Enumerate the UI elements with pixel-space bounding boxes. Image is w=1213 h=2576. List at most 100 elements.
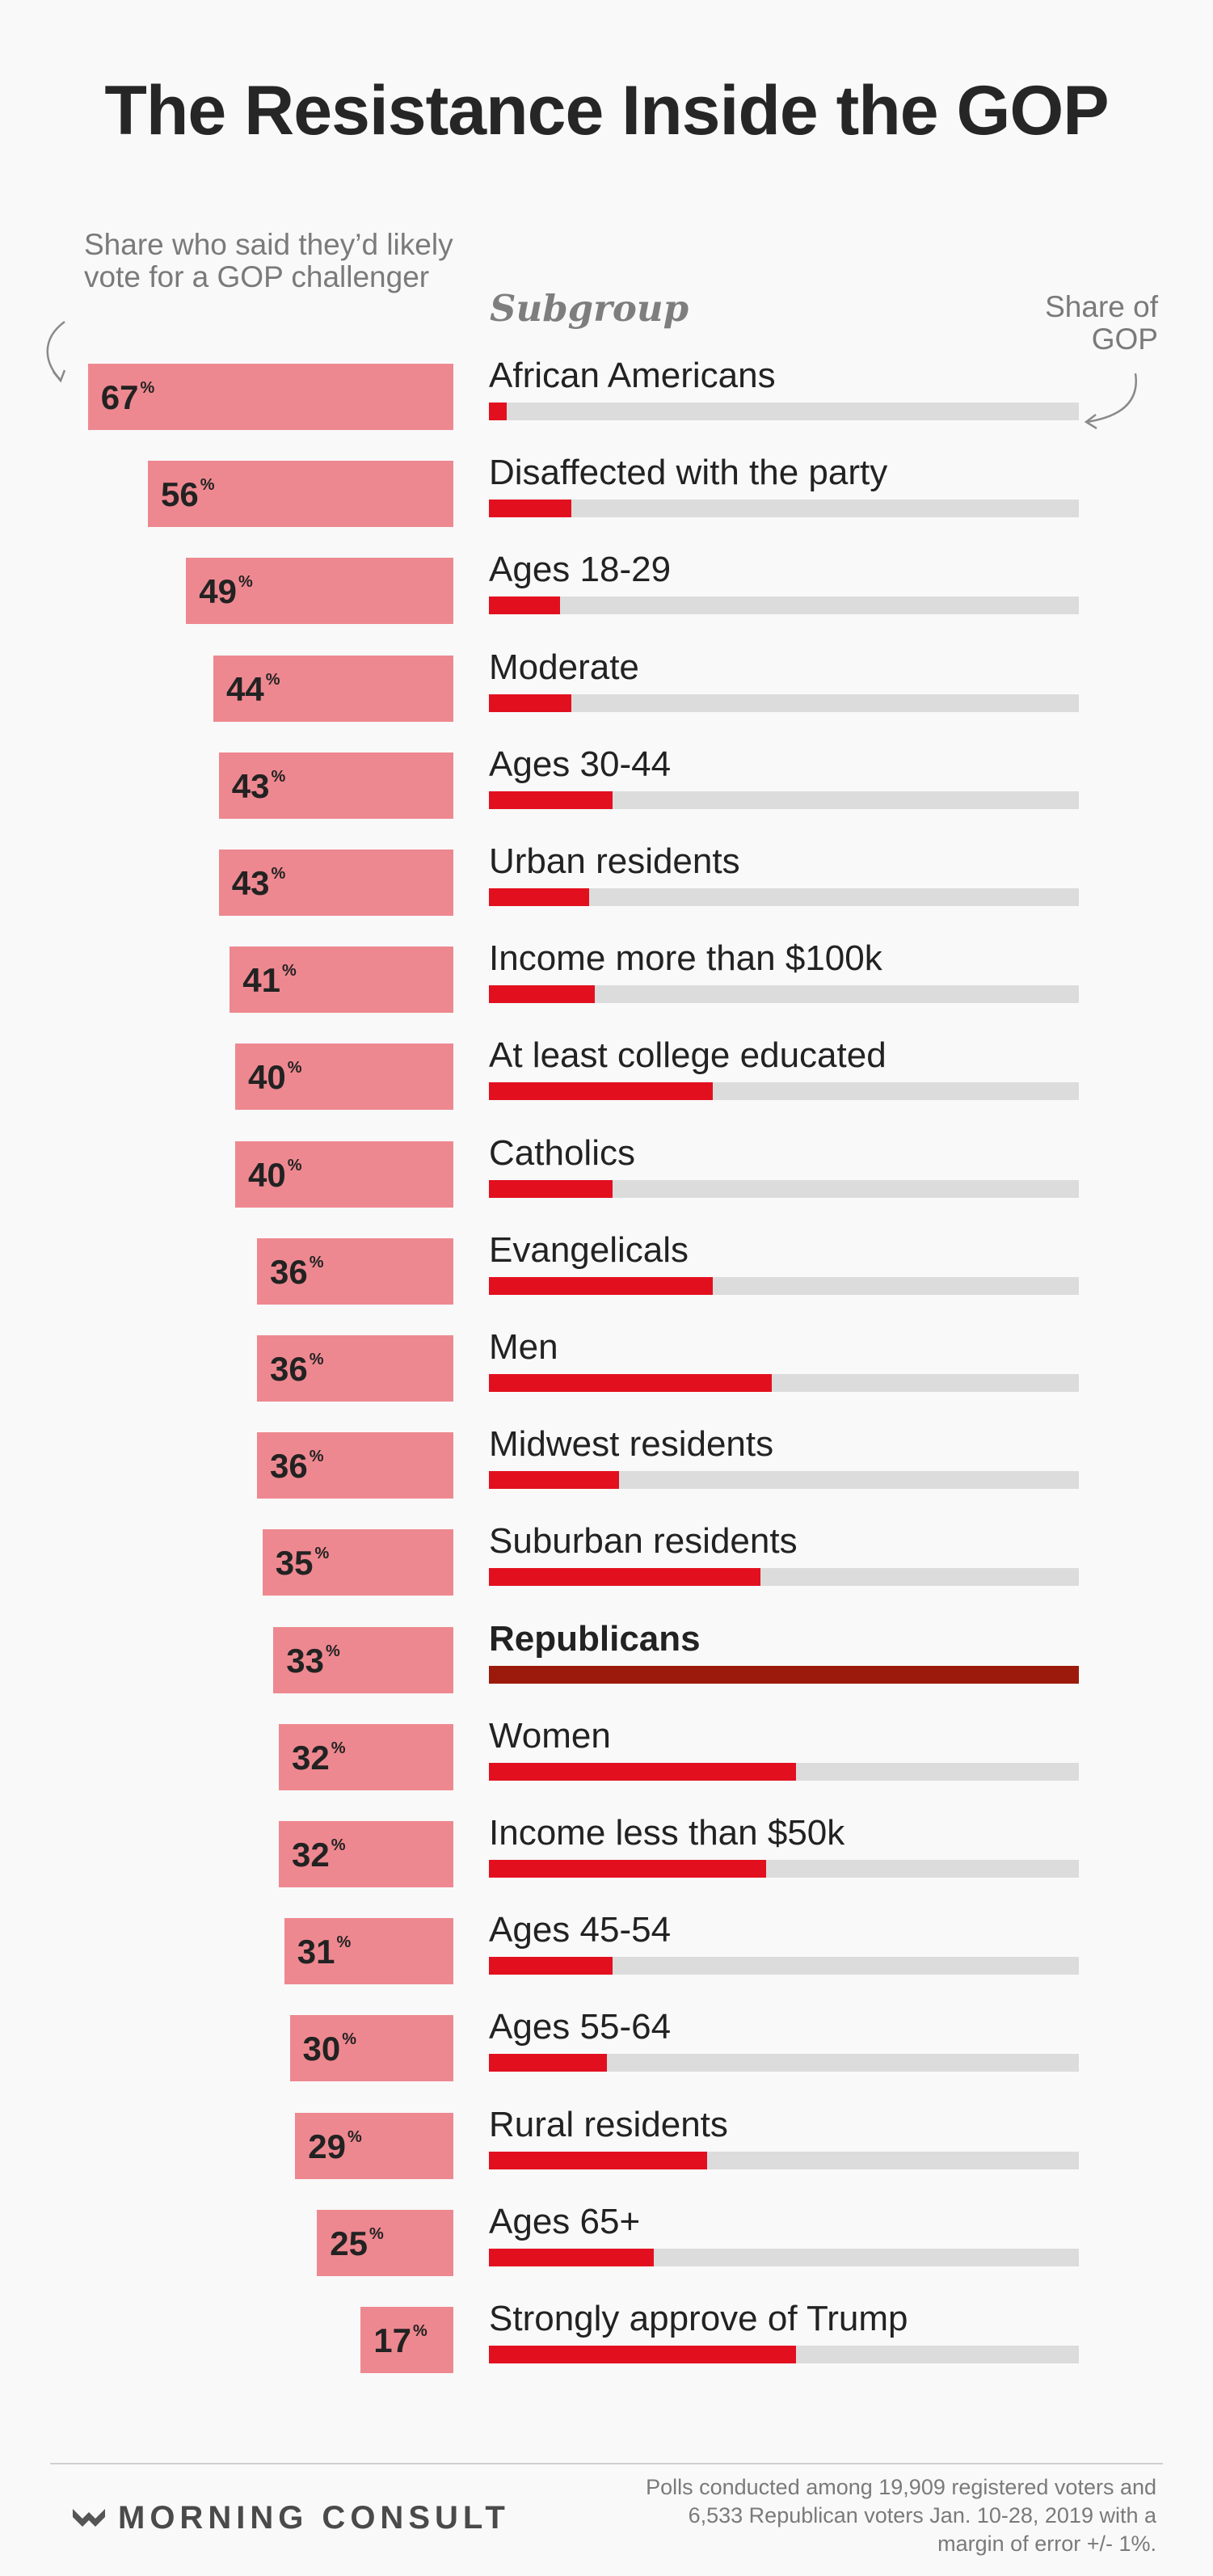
chart-row: 40% At least college educated	[0, 1035, 1213, 1132]
chart-row: 43% Ages 30-44	[0, 744, 1213, 841]
brand-name: MORNING CONSULT	[118, 2500, 510, 2536]
share-track	[489, 1471, 1079, 1490]
challenger-value-label: 44%	[226, 670, 280, 709]
share-track	[489, 2346, 1079, 2363]
chart-row: 17% Strongly approve of Trump	[0, 2299, 1213, 2396]
share-of-gop-bar	[489, 2346, 796, 2363]
share-track	[489, 1762, 1079, 1781]
share-of-gop-bar	[489, 500, 572, 518]
percent-sign: %	[331, 1739, 346, 1757]
share-track	[489, 2054, 1079, 2072]
challenger-value-label: 40%	[248, 1156, 302, 1195]
challenger-bar: 56%	[148, 461, 453, 528]
subgroup-label: Income less than $50k	[489, 1813, 845, 1853]
methodology-footnote: Polls conducted among 19,909 registered …	[646, 2475, 1156, 2556]
challenger-value-label: 49%	[199, 572, 253, 611]
percent-sign: %	[281, 962, 297, 980]
share-track	[489, 985, 1079, 1004]
chart-row: 36% Evangelicals	[0, 1230, 1213, 1327]
chart-row: 32% Women	[0, 1716, 1213, 1813]
challenger-bar: 49%	[186, 558, 453, 625]
chart-row: 25% Ages 65+	[0, 2202, 1213, 2299]
challenger-value: 36	[270, 1350, 308, 1388]
share-of-gop-bar	[489, 1082, 714, 1101]
challenger-bar: 36%	[257, 1335, 453, 1402]
challenger-value: 17	[373, 2321, 411, 2359]
challenger-bar: 17%	[360, 2307, 453, 2373]
challenger-value-label: 32%	[292, 1739, 346, 1777]
chart-row: 49% Ages 18-29	[0, 550, 1213, 647]
percent-sign: %	[412, 2322, 427, 2340]
share-track	[489, 1860, 1079, 1878]
challenger-value-label: 36%	[270, 1350, 324, 1389]
challenger-value-label: 41%	[242, 961, 297, 1000]
challenger-bar: 36%	[257, 1237, 453, 1305]
chart-row: 41% Income more than $100k	[0, 938, 1213, 1035]
percent-sign: %	[287, 1156, 302, 1174]
challenger-bar: 32%	[279, 1723, 453, 1790]
challenger-value: 32	[292, 1836, 330, 1874]
challenger-value-label: 40%	[248, 1058, 302, 1097]
challenger-value-label: 29%	[308, 2127, 362, 2166]
challenger-value: 36	[270, 1252, 308, 1291]
brand-logo: MORNING CONSULT	[71, 2500, 510, 2536]
subgroup-label: Rural residents	[489, 2104, 728, 2144]
share-of-gop-bar	[489, 2151, 708, 2169]
challenger-value-label: 33%	[286, 1642, 340, 1680]
share-track	[489, 2151, 1079, 2169]
share-track	[489, 1568, 1079, 1587]
subgroup-label: Republicans	[489, 1618, 701, 1659]
share-of-gop-bar	[489, 597, 560, 615]
percent-sign: %	[309, 1448, 324, 1466]
percent-sign: %	[331, 1836, 346, 1854]
challenger-value: 25	[330, 2224, 368, 2262]
chart-row: 36% Men	[0, 1327, 1213, 1424]
share-of-gop-bar	[489, 694, 572, 712]
percent-sign: %	[309, 1351, 324, 1368]
challenger-value-label: 36%	[270, 1447, 324, 1486]
chart-row: 43% Urban residents	[0, 841, 1213, 938]
challenger-bar: 29%	[295, 2112, 453, 2179]
morning-consult-logo-icon	[73, 2508, 105, 2527]
percent-sign: %	[309, 1253, 324, 1271]
challenger-bar: 40%	[235, 1140, 453, 1208]
chart-title: The Resistance Inside the GOP	[104, 72, 1109, 150]
challenger-value: 40	[248, 1155, 286, 1194]
share-track	[489, 2248, 1079, 2266]
share-of-gop-bar	[489, 1568, 760, 1587]
subgroup-label: Disaffected with the party	[489, 453, 888, 493]
share-track	[489, 888, 1079, 906]
subgroup-label: Ages 55-64	[489, 2007, 672, 2047]
subgroup-label: Women	[489, 1715, 611, 1756]
challenger-bar: 43%	[218, 850, 453, 916]
subgroup-label: Evangelicals	[489, 1229, 689, 1270]
challenger-value: 67	[100, 378, 139, 416]
chart-row: 36% Midwest residents	[0, 1424, 1213, 1521]
challenger-bar: 30%	[289, 2015, 453, 2082]
share-of-gop-bar	[489, 985, 596, 1004]
challenger-bar: 31%	[284, 1918, 453, 1985]
challenger-bar: 44%	[213, 655, 453, 722]
percent-sign: %	[342, 2030, 357, 2049]
challenger-value-label: 43%	[232, 767, 286, 806]
challenger-value: 40	[248, 1058, 286, 1097]
share-of-gop-bar	[489, 1860, 767, 1878]
challenger-value-label: 35%	[276, 1544, 330, 1583]
challenger-value: 41	[242, 961, 280, 1000]
chart-row: 29% Rural residents	[0, 2105, 1213, 2202]
share-track	[489, 1082, 1079, 1101]
share-track	[489, 791, 1079, 809]
percent-sign: %	[200, 476, 215, 495]
chart-row: 35% Suburban residents	[0, 1521, 1213, 1618]
challenger-value-label: 67%	[101, 378, 155, 417]
subgroup-label: Ages 45-54	[489, 1910, 672, 1950]
challenger-bar: 36%	[257, 1432, 453, 1499]
subgroup-header: Subgroup	[490, 287, 689, 330]
subgroup-label: African Americans	[489, 356, 776, 395]
share-of-gop-bar	[489, 791, 613, 809]
share-track	[489, 1374, 1079, 1392]
chart-area: 67% African Americans 56% Disaffected with …	[0, 356, 1213, 2396]
percent-sign: %	[336, 1933, 352, 1952]
chart-row: 30% Ages 55-64	[0, 2007, 1213, 2104]
share-track	[489, 1665, 1079, 1684]
